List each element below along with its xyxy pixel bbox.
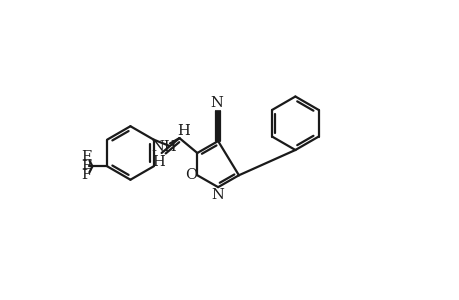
Text: N: N: [210, 96, 223, 110]
Text: NH: NH: [151, 140, 176, 154]
Text: F: F: [81, 150, 91, 164]
Text: H: H: [152, 155, 165, 169]
Text: N: N: [211, 188, 224, 203]
Text: F: F: [81, 159, 91, 173]
Text: O: O: [185, 168, 196, 182]
Text: F: F: [81, 168, 91, 182]
Text: H: H: [177, 124, 190, 138]
